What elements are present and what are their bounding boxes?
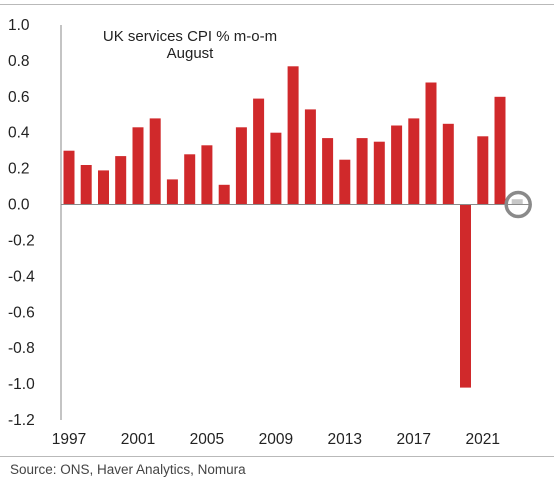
- y-tick-label: 0.8: [8, 53, 30, 70]
- y-tick-label: -0.6: [8, 304, 35, 321]
- bar-2021: [477, 136, 489, 205]
- x-tick-label: 2013: [328, 431, 362, 448]
- bars-group: [63, 66, 523, 388]
- bar-2012: [322, 138, 334, 205]
- bar-2006: [218, 184, 230, 205]
- y-tick-label: -0.4: [8, 268, 35, 285]
- bar-2004: [184, 154, 196, 205]
- bar-2018: [425, 82, 437, 205]
- y-tick-labels: 1.0 0.8 0.6 0.4 0.2 0.0 -0.2 -0.4 -0.6 -0.8 -1.0 -1…: [8, 17, 35, 429]
- bar-1998: [80, 165, 92, 205]
- x-tick-label: 2009: [259, 431, 293, 448]
- y-tick-label: 1.0: [8, 17, 30, 34]
- x-tick-label: 2017: [397, 431, 431, 448]
- y-tick-label: 0.0: [8, 197, 30, 214]
- y-tick-label: 0.6: [8, 89, 30, 106]
- bar-2007: [235, 127, 247, 205]
- y-tick-label: -1.2: [8, 412, 35, 429]
- x-tick-label: 1997: [52, 431, 86, 448]
- bar-2015: [373, 141, 385, 205]
- bar-2011: [304, 109, 316, 205]
- bar-2023: [511, 199, 523, 205]
- bar-1997: [63, 150, 75, 205]
- bar-2001: [132, 127, 144, 205]
- chart-subtitle: August: [167, 45, 215, 62]
- chart-title: UK services CPI % m-o-m: [103, 28, 277, 45]
- highlight-circle: [504, 190, 532, 219]
- bar-2022: [494, 96, 506, 205]
- bar-2016: [391, 125, 403, 205]
- bar-2017: [408, 118, 420, 205]
- bar-2010: [287, 66, 299, 205]
- bar-2003: [166, 179, 178, 205]
- y-tick-label: -0.2: [8, 233, 35, 250]
- y-tick-label: 0.4: [8, 125, 30, 142]
- x-tick-label: 2005: [190, 431, 224, 448]
- x-tick-label: 2001: [121, 431, 155, 448]
- x-tick-labels: 1997 2001 2005 2009 2013 2017 2021: [52, 431, 500, 448]
- bar-1999: [98, 170, 109, 205]
- y-tick-label: 0.2: [8, 161, 30, 178]
- bar-2000: [115, 156, 127, 205]
- bar-chart: 1.0 0.8 0.6 0.4 0.2 0.0 -0.2 -0.4 -0.6 -0.8 -1.0 -1…: [8, 17, 532, 448]
- bar-2014: [356, 138, 368, 205]
- y-tick-label: -0.8: [8, 340, 35, 357]
- bar-2013: [339, 159, 351, 205]
- bottom-rule: [0, 456, 554, 457]
- y-tick-label: -1.0: [8, 376, 35, 393]
- bar-2005: [201, 145, 213, 205]
- top-rule: [0, 4, 554, 5]
- source-note: Source: ONS, Haver Analytics, Nomura: [10, 462, 246, 477]
- bar-2020: [460, 204, 471, 388]
- x-tick-label: 2021: [466, 431, 500, 448]
- bar-2019: [442, 123, 454, 205]
- bar-2008: [253, 98, 265, 205]
- bar-2002: [149, 118, 161, 205]
- bar-2009: [270, 132, 282, 205]
